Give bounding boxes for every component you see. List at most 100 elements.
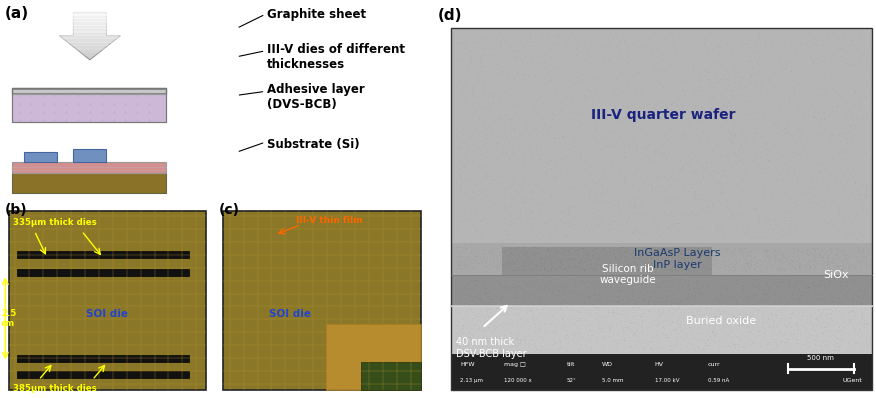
Point [696, 103, 710, 109]
Point [724, 128, 738, 135]
Point [843, 252, 857, 259]
Point [797, 254, 811, 260]
Point [830, 320, 844, 326]
Point [536, 88, 550, 94]
Point [854, 300, 868, 306]
Point [830, 80, 844, 86]
Point [853, 193, 867, 199]
Point [829, 158, 843, 165]
Point [549, 316, 563, 322]
Point [491, 262, 505, 269]
Point [679, 199, 693, 205]
Point [748, 205, 762, 211]
Point [695, 245, 709, 251]
Point [548, 330, 562, 336]
Point [595, 343, 609, 349]
Point [474, 233, 488, 240]
Point [567, 116, 581, 123]
Point [724, 249, 738, 256]
Point [859, 182, 873, 188]
Point [493, 197, 507, 204]
Point [517, 250, 531, 256]
Point [641, 141, 655, 147]
Point [732, 148, 746, 154]
Point [661, 41, 675, 47]
Point [763, 63, 777, 70]
Point [506, 57, 520, 63]
Point [584, 277, 598, 284]
Point [749, 283, 763, 289]
Point [562, 287, 576, 294]
Point [799, 306, 813, 313]
Point [856, 117, 870, 123]
Point [733, 190, 747, 197]
Point [620, 262, 634, 269]
Point [680, 154, 694, 160]
Point [576, 265, 590, 271]
Point [604, 325, 618, 332]
Point [599, 277, 613, 283]
Point [837, 217, 851, 223]
Point [478, 215, 492, 222]
Point [548, 55, 562, 62]
Point [776, 311, 790, 318]
Point [686, 250, 700, 256]
Point [762, 208, 776, 214]
Point [703, 310, 717, 316]
Point [534, 254, 548, 260]
Point [454, 324, 468, 331]
Point [534, 346, 548, 353]
Point [713, 76, 727, 82]
Point [609, 203, 623, 209]
Point [653, 262, 668, 269]
Point [473, 338, 487, 344]
Point [830, 115, 844, 121]
Point [626, 293, 640, 299]
Point [752, 171, 766, 177]
Point [704, 253, 718, 259]
Point [781, 203, 795, 209]
Point [634, 280, 648, 287]
Point [831, 249, 845, 255]
Point [771, 267, 785, 273]
Point [469, 264, 483, 270]
Point [740, 261, 754, 268]
Point [779, 160, 793, 166]
Point [509, 306, 523, 312]
Point [793, 267, 807, 273]
Point [780, 324, 794, 330]
Point [484, 251, 498, 257]
Point [819, 338, 833, 345]
Point [524, 267, 538, 273]
Point [669, 101, 683, 107]
Point [463, 55, 477, 61]
Point [692, 288, 706, 294]
Point [676, 247, 690, 254]
Point [669, 139, 683, 145]
Point [629, 311, 643, 317]
Point [641, 35, 655, 41]
Point [689, 130, 703, 136]
Point [745, 48, 759, 54]
Point [688, 285, 702, 291]
Point [566, 296, 580, 302]
Point [479, 296, 493, 302]
Point [823, 260, 837, 266]
Point [634, 295, 648, 301]
Point [595, 50, 609, 56]
Point [794, 190, 808, 197]
Point [656, 263, 670, 270]
Point [582, 326, 596, 333]
Point [540, 198, 554, 205]
Point [730, 333, 744, 339]
Point [475, 156, 489, 162]
Point [504, 195, 518, 201]
Point [830, 74, 844, 80]
Point [639, 131, 653, 138]
Point [809, 258, 823, 264]
Point [679, 66, 693, 73]
Point [516, 149, 530, 156]
Point [553, 53, 567, 59]
Point [464, 248, 478, 255]
Point [758, 255, 772, 261]
